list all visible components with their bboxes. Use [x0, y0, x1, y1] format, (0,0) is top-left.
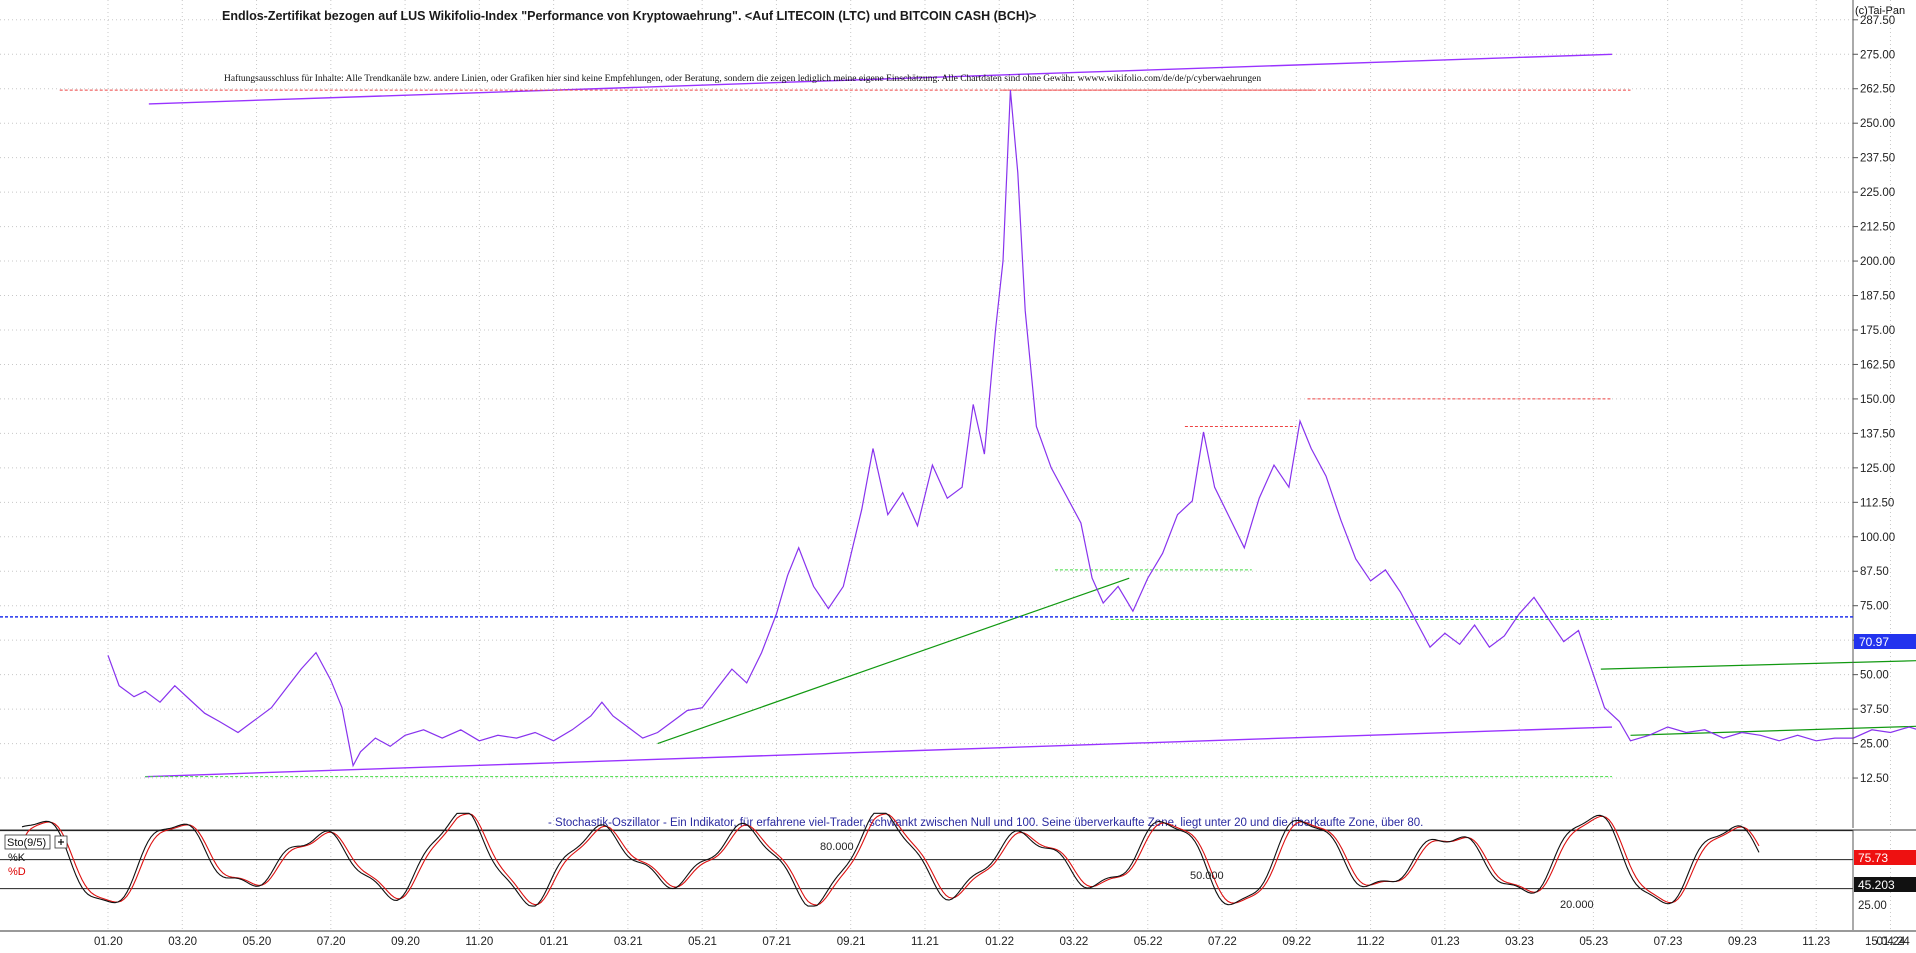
price-axis-tick: 287.50 — [1860, 15, 1895, 27]
time-axis-tick: 11.23 — [1802, 936, 1830, 948]
time-axis-tick: 01.21 — [540, 936, 569, 948]
time-axis-tick: 07.21 — [762, 936, 791, 948]
time-axis-tick: 03.20 — [168, 936, 197, 948]
time-axis-tick: 03.21 — [614, 936, 643, 948]
stochastic-k-legend: %K — [8, 852, 26, 864]
stochastic-levels — [0, 830, 1853, 890]
price-axis-tick: 125.00 — [1860, 463, 1895, 475]
last-price-value: 70.97 — [1859, 635, 1889, 649]
indicator-name-box[interactable] — [4, 834, 51, 850]
time-axis-tick: 03.22 — [1060, 936, 1089, 948]
last-price-badge — [1854, 634, 1916, 649]
upper-channel-line — [148, 53, 1612, 105]
price-axis-tick: 237.50 — [1860, 153, 1895, 165]
time-axis-tick: 01.23 — [1431, 936, 1460, 948]
price-axis-tick: 25.00 — [1860, 739, 1889, 751]
time-axis-end-label: 15.04.24 — [1865, 936, 1910, 948]
trendline-overlays — [59, 53, 1916, 778]
time-axis-tick: 07.20 — [317, 936, 346, 948]
time-axis-tick: 05.21 — [688, 936, 717, 948]
indicator-name: Sto(9/5) — [7, 837, 46, 849]
price-axis-tick: 200.00 — [1860, 256, 1895, 268]
k-value: 75.73 — [1858, 851, 1888, 865]
copyright-label: (c)Tai-Pan — [1855, 5, 1905, 17]
lower-channel-line — [145, 726, 1612, 778]
time-axis-tick: 09.20 — [391, 936, 420, 948]
plus-icon — [58, 839, 64, 845]
time-axis: 01.20 03.20 05.20 07.20 09.20 11.20 01.21 03.21… — [94, 936, 1906, 948]
time-axis-tick: 01.24 — [1876, 936, 1905, 948]
price-axis-tick: 225.00 — [1860, 187, 1895, 199]
time-axis-tick: 11.22 — [1357, 936, 1385, 948]
time-axis-tick: 09.23 — [1728, 936, 1757, 948]
price-axis-tick: 212.50 — [1860, 222, 1895, 234]
price-axis-tick: 262.50 — [1860, 84, 1895, 96]
price-axis-tick: 87.50 — [1860, 566, 1889, 578]
price-axis-tick: 250.00 — [1860, 118, 1895, 130]
d-value-badge — [1854, 877, 1916, 892]
lower-green-trendline — [1630, 725, 1916, 736]
time-axis-tick: 09.21 — [837, 936, 866, 948]
upper-green-trendline — [1600, 660, 1916, 670]
time-axis-tick: 09.22 — [1282, 936, 1311, 948]
price-axis-tick: 150.00 — [1860, 394, 1895, 406]
price-series-line — [107, 90, 1916, 768]
price-axis-tick: 100.00 — [1860, 532, 1895, 544]
k-value-badge — [1854, 850, 1916, 865]
price-axis-tick: 162.50 — [1860, 359, 1895, 371]
time-axis-tick: 03.23 — [1505, 936, 1534, 948]
support-trendline-2021 — [657, 577, 1130, 745]
price-axis-tick: 137.50 — [1860, 428, 1895, 440]
level-50-label: 50.000 — [1190, 870, 1224, 882]
indicator-description: - Stochastik-Oszillator - Ein Indikator,… — [548, 817, 1423, 829]
stochastic-k-line — [21, 812, 1760, 907]
time-axis-tick: 05.22 — [1134, 936, 1163, 948]
price-axis-tick: 12.50 — [1860, 773, 1889, 785]
chart-title: Endlos-Zertifikat bezogen auf LUS Wikifo… — [222, 9, 1036, 23]
d-value: 45.203 — [1858, 878, 1895, 892]
time-axis-tick: 01.20 — [94, 936, 123, 948]
time-axis-tick: 01.22 — [985, 936, 1014, 948]
price-axis-tick: 187.50 — [1860, 291, 1895, 303]
level-20-label: 20.000 — [1560, 899, 1594, 911]
disclaimer-text: Haftungsausschluss für Inhalte: Alle Tre… — [224, 73, 1261, 84]
time-axis-tick: 05.20 — [243, 936, 272, 948]
price-axis-tick: 75.00 — [1860, 601, 1889, 613]
time-axis-tick: 07.23 — [1654, 936, 1683, 948]
price-axis-tick: 50.00 — [1860, 670, 1889, 682]
grid — [0, 0, 1891, 930]
price-axis-tick: 275.00 — [1860, 49, 1895, 61]
level-80-label: 80.000 — [820, 841, 854, 853]
time-axis-tick: 11.21 — [911, 936, 939, 948]
price-axis-tick: 37.50 — [1860, 704, 1889, 716]
price-axis: 12.5025.0037.5050.0062.5075.0087.50100.0… — [1853, 15, 1895, 785]
time-axis-tick: 11.20 — [465, 936, 493, 948]
time-axis-tick: 05.23 — [1579, 936, 1608, 948]
price-axis-tick: 112.50 — [1860, 497, 1894, 509]
time-axis-tick: 07.22 — [1208, 936, 1237, 948]
price-axis-tick: 175.00 — [1860, 325, 1895, 337]
scroll-right-button[interactable]: - — [1900, 933, 1904, 947]
indicator-axis-tick: 25.00 — [1858, 900, 1887, 912]
stochastic-d-legend: %D — [8, 866, 26, 878]
